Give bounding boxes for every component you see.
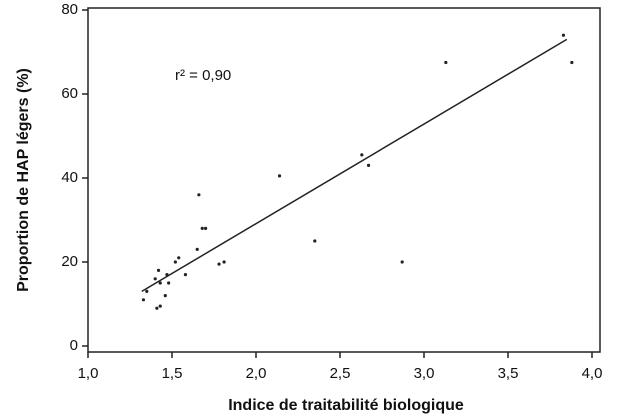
point [360, 153, 364, 157]
point [183, 273, 188, 277]
point [158, 281, 162, 285]
x-tick-label: 3,0 [414, 365, 435, 382]
point [156, 268, 161, 272]
point [167, 281, 171, 285]
point [222, 260, 226, 264]
point [197, 193, 201, 197]
x-tick-label: 3,5 [498, 365, 519, 382]
y-tick-label: 40 [61, 169, 78, 186]
point [366, 163, 371, 167]
point [153, 277, 157, 281]
plot-frame [87, 7, 601, 353]
x-tick-label: 1,0 [78, 365, 99, 382]
y-tick-label: 20 [61, 253, 78, 270]
point [195, 247, 199, 251]
point [163, 294, 167, 298]
point [173, 260, 177, 264]
point [158, 304, 162, 308]
point [570, 60, 574, 65]
point [400, 260, 404, 264]
x-tick-label: 2,0 [246, 365, 267, 382]
x-axis-title: Indice de traitabilité biologique [228, 397, 464, 414]
point [277, 174, 282, 178]
x-tick-label: 2,5 [330, 365, 351, 382]
y-tick-label: 60 [61, 85, 78, 102]
trendline [141, 38, 568, 293]
point [217, 262, 221, 266]
point [177, 256, 181, 260]
y-axis-title: Proportion de HAP légers (%) [15, 68, 32, 292]
y-tick-label: 80 [61, 1, 78, 18]
x-tick-label: 4,0 [582, 365, 603, 382]
x-tick-label: 1,5 [162, 365, 183, 382]
point [561, 33, 566, 37]
point [155, 306, 159, 310]
annotation: r² = 0,90 [175, 67, 231, 84]
point [204, 226, 208, 230]
point [313, 239, 317, 243]
point [141, 298, 146, 302]
y-tick-label: 0 [70, 337, 78, 354]
point [200, 226, 204, 230]
point [145, 289, 149, 293]
point [444, 60, 448, 65]
